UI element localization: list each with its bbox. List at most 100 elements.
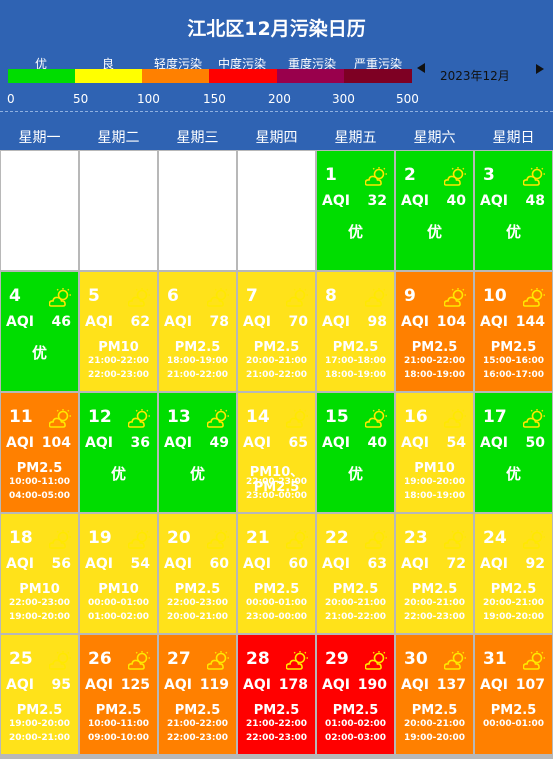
aqi-value: 40 — [367, 435, 387, 451]
day-cell[interactable]: 25 AQI 95 PM2.5 19:00-20:00 20:00-21:00 — [1, 635, 78, 754]
peak-time: 21:00-22:00 — [166, 719, 229, 729]
peak-time: 22:00-23:00 — [403, 612, 466, 622]
day-number: 28 — [246, 649, 270, 669]
day-cell[interactable]: 31 AQI 107 PM2.5 00:00-01:00 — [475, 635, 552, 754]
day-cell[interactable]: 11 AQI 104 PM2.5 10:00-11:00 04:00-05:00 — [1, 393, 78, 512]
aqi-value: 54 — [446, 435, 466, 451]
primary-pollutant: PM2.5 — [411, 703, 458, 718]
legend-tick: 150 — [203, 92, 226, 106]
primary-pollutant: PM10 — [19, 582, 60, 597]
aqi-value: 36 — [130, 435, 150, 451]
weekday-sun: 星期日 — [492, 130, 535, 146]
day-cell[interactable]: 26 AQI 125 PM2.5 10:00-11:00 09:00-10:00 — [80, 635, 157, 754]
day-cell[interactable]: 27 AQI 119 PM2.5 21:00-22:00 22:00-23:00 — [159, 635, 236, 754]
aqi-value: 119 — [199, 677, 229, 693]
day-cell[interactable]: 28 AQI 178 PM2.5 21:00-22:00 22:00-23:00 — [238, 635, 315, 754]
day-cell[interactable]: 20 AQI 60 PM2.5 22:00-23:00 20:00-21:00 — [159, 514, 236, 633]
peak-time: 22:00-23:00 — [245, 477, 308, 487]
peak-time: 09:00-10:00 — [87, 733, 150, 743]
day-number: 12 — [88, 407, 112, 427]
divider — [0, 111, 553, 112]
aqi-label: AQI — [480, 193, 508, 209]
day-cell[interactable]: 22 AQI 63 PM2.5 20:00-21:00 21:00-22:00 — [317, 514, 394, 633]
day-cell[interactable]: 30 AQI 137 PM2.5 20:00-21:00 19:00-20:00 — [396, 635, 473, 754]
peak-time: 21:00-22:00 — [403, 356, 466, 366]
aqi-value: 63 — [367, 556, 387, 572]
partly-cloudy-icon — [443, 651, 466, 671]
day-number: 30 — [404, 649, 428, 669]
peak-time: 20:00-21:00 — [482, 598, 545, 608]
day-cell[interactable]: 5 AQI 62 PM10 21:00-22:00 22:00-23:00 — [80, 272, 157, 391]
peak-time: 20:00-21:00 — [8, 733, 71, 743]
day-number: 17 — [483, 407, 507, 427]
calendar-grid: 1 AQI 32 优 2 AQI 40 优 3 AQI 48 优 4 AQI 46 优 5 AQI 62 PM10 21… — [0, 150, 553, 759]
day-cell[interactable]: 16 AQI 54 PM10 19:00-20:00 18:00-19:00 — [396, 393, 473, 512]
peak-time: 15:00-16:00 — [482, 356, 545, 366]
peak-time: 20:00-21:00 — [403, 719, 466, 729]
legend-label-light: 轻度污染 — [153, 57, 202, 71]
day-number: 14 — [246, 407, 270, 427]
aqi-label: AQI — [164, 556, 192, 572]
partly-cloudy-icon — [206, 530, 229, 550]
next-month-button[interactable] — [536, 64, 544, 74]
day-cell[interactable]: 1 AQI 32 优 — [317, 151, 394, 270]
peak-time: 22:00-23:00 — [245, 733, 308, 743]
day-cell[interactable]: 17 AQI 50 优 — [475, 393, 552, 512]
aqi-label: AQI — [164, 314, 192, 330]
peak-time: 00:00-01:00 — [482, 719, 545, 729]
weekday-sat: 星期六 — [413, 130, 456, 146]
day-cell[interactable]: 13 AQI 49 优 — [159, 393, 236, 512]
day-number: 26 — [88, 649, 112, 669]
day-cell[interactable]: 8 AQI 98 PM2.5 17:00-18:00 18:00-19:00 — [317, 272, 394, 391]
aqi-value: 40 — [446, 193, 466, 209]
primary-pollutant: PM2.5 — [332, 582, 379, 597]
day-cell[interactable]: 10 AQI 144 PM2.5 15:00-16:00 16:00-17:00 — [475, 272, 552, 391]
day-cell[interactable]: 3 AQI 48 优 — [475, 151, 552, 270]
day-cell[interactable]: 23 AQI 72 PM2.5 20:00-21:00 22:00-23:00 — [396, 514, 473, 633]
peak-time: 01:00-02:00 — [87, 612, 150, 622]
day-cell[interactable]: 24 AQI 92 PM2.5 20:00-21:00 19:00-20:00 — [475, 514, 552, 633]
partly-cloudy-icon — [48, 288, 71, 308]
peak-time: 20:00-21:00 — [403, 598, 466, 608]
aqi-value: 144 — [515, 314, 545, 330]
primary-pollutant: PM10、PM2.5 — [249, 465, 304, 495]
aqi-label: AQI — [322, 314, 350, 330]
partly-cloudy-icon — [285, 409, 308, 429]
primary-pollutant: PM2.5 — [490, 703, 537, 718]
day-cell[interactable]: 14 AQI 65 PM10、PM2.5 22:00-23:00 23:00-00:00 — [238, 393, 315, 512]
legend-swatch-good — [75, 69, 142, 83]
primary-pollutant: PM10 — [414, 461, 455, 476]
day-cell[interactable]: 19 AQI 54 PM10 00:00-01:00 01:00-02:00 — [80, 514, 157, 633]
day-cell[interactable]: 21 AQI 60 PM2.5 00:00-01:00 23:00-00:00 — [238, 514, 315, 633]
day-cell[interactable]: 29 AQI 190 PM2.5 01:00-02:00 02:00-03:00 — [317, 635, 394, 754]
air-quality-status: 优 — [426, 223, 442, 241]
prev-month-button[interactable] — [417, 63, 425, 73]
day-cell[interactable]: 7 AQI 70 PM2.5 20:00-21:00 21:00-22:00 — [238, 272, 315, 391]
day-cell[interactable]: 4 AQI 46 优 — [1, 272, 78, 391]
aqi-label: AQI — [164, 435, 192, 451]
weekday-header: 星期一 星期二 星期三 星期四 星期五 星期六 星期日 — [0, 127, 553, 149]
partly-cloudy-icon — [443, 530, 466, 550]
day-cell[interactable]: 2 AQI 40 优 — [396, 151, 473, 270]
weekday-wed: 星期三 — [176, 130, 219, 146]
partly-cloudy-icon — [364, 167, 387, 187]
partly-cloudy-icon — [48, 530, 71, 550]
aqi-label: AQI — [6, 435, 34, 451]
legend-swatch-excellent — [8, 69, 75, 83]
day-cell[interactable]: 18 AQI 56 PM10 22:00-23:00 19:00-20:00 — [1, 514, 78, 633]
aqi-value: 95 — [51, 677, 71, 693]
legend-ticks: 0 50 100 150 200 300 500 — [0, 92, 420, 106]
air-quality-status: 优 — [110, 465, 126, 483]
aqi-label: AQI — [401, 193, 429, 209]
peak-time: 16:00-17:00 — [482, 370, 545, 380]
aqi-label: AQI — [322, 435, 350, 451]
day-cell[interactable]: 6 AQI 78 PM2.5 18:00-19:00 21:00-22:00 — [159, 272, 236, 391]
peak-time: 20:00-21:00 — [245, 356, 308, 366]
day-cell[interactable]: 9 AQI 104 PM2.5 21:00-22:00 18:00-19:00 — [396, 272, 473, 391]
day-number: 6 — [167, 286, 179, 306]
primary-pollutant: PM10 — [98, 582, 139, 597]
legend-tick: 300 — [332, 92, 355, 106]
day-cell[interactable]: 12 AQI 36 优 — [80, 393, 157, 512]
weekday-tue: 星期二 — [97, 130, 140, 146]
day-cell[interactable]: 15 AQI 40 优 — [317, 393, 394, 512]
